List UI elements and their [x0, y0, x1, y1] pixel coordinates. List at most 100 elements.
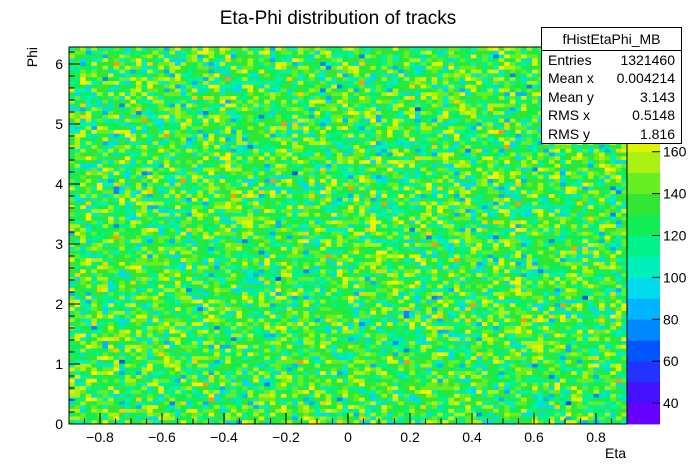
heatmap-cell — [119, 148, 126, 153]
heatmap-cell — [225, 390, 232, 395]
heatmap-cell — [102, 393, 109, 399]
heatmap-cell — [331, 171, 338, 176]
heatmap-cell — [219, 250, 226, 255]
heatmap-cell — [214, 382, 221, 387]
heatmap-cell — [247, 261, 254, 267]
heatmap-cell — [308, 382, 315, 387]
heatmap-cell — [102, 201, 109, 206]
heatmap-cell — [175, 374, 181, 380]
heatmap-cell — [113, 137, 120, 142]
heatmap-cell — [258, 167, 265, 172]
heatmap-cell — [269, 160, 276, 165]
heatmap-cell — [152, 224, 159, 229]
heatmap-cell — [303, 261, 310, 267]
heatmap-cell — [236, 197, 243, 202]
heatmap-cell — [96, 103, 103, 108]
heatmap-cell — [241, 137, 248, 142]
heatmap-cell — [158, 246, 165, 251]
heatmap-cell — [325, 148, 332, 153]
heatmap-cell — [74, 178, 81, 184]
heatmap-cell — [69, 258, 75, 263]
heatmap-cell — [308, 224, 315, 229]
heatmap-cell — [113, 111, 120, 116]
heatmap-cell — [180, 152, 187, 157]
heatmap-cell — [169, 307, 176, 312]
heatmap-cell — [85, 96, 92, 101]
heatmap-cell — [130, 205, 137, 210]
heatmap-cell — [214, 412, 221, 417]
heatmap-cell — [141, 416, 148, 421]
heatmap-cell — [214, 62, 221, 67]
heatmap-cell — [219, 401, 226, 406]
heatmap-cell — [247, 348, 254, 353]
heatmap-cell — [163, 280, 170, 285]
heatmap-cell — [308, 182, 315, 187]
heatmap-cell — [113, 371, 120, 376]
heatmap-cell — [219, 73, 226, 78]
heatmap-cell — [336, 58, 343, 63]
heatmap-cell — [152, 205, 159, 210]
heatmap-cell — [225, 118, 232, 123]
heatmap-cell — [258, 374, 265, 380]
heatmap-cell — [197, 129, 204, 135]
heatmap-cell — [314, 65, 321, 71]
heatmap-cell — [247, 382, 254, 387]
heatmap-cell — [119, 371, 126, 376]
heatmap-cell — [314, 163, 321, 169]
heatmap-cell — [152, 310, 159, 316]
heatmap-cell — [264, 47, 271, 52]
heatmap-cell — [163, 209, 170, 214]
heatmap-cell — [130, 359, 137, 365]
heatmap-cell — [241, 284, 248, 289]
heatmap-cell — [158, 50, 165, 55]
heatmap-cell — [186, 378, 193, 383]
heatmap-cell — [152, 156, 159, 161]
heatmap-cell — [141, 99, 148, 104]
heatmap-cell — [202, 273, 209, 278]
heatmap-cell — [108, 303, 115, 308]
heatmap-cell — [292, 175, 299, 180]
heatmap-cell — [297, 344, 304, 349]
heatmap-cell — [74, 341, 81, 346]
heatmap-cell — [113, 276, 120, 282]
heatmap-cell — [163, 386, 170, 391]
heatmap-cell — [308, 416, 315, 421]
heatmap-cell — [130, 356, 137, 361]
heatmap-cell — [297, 269, 304, 274]
heatmap-cell — [336, 129, 343, 135]
heatmap-cell — [297, 190, 304, 195]
heatmap-cell — [74, 329, 81, 334]
heatmap-cell — [314, 58, 321, 63]
heatmap-cell — [303, 416, 310, 421]
heatmap-cell — [325, 62, 332, 67]
heatmap-cell — [130, 99, 137, 104]
heatmap-cell — [113, 141, 120, 146]
heatmap-cell — [191, 80, 198, 86]
heatmap-cell — [286, 178, 293, 184]
heatmap-cell — [286, 397, 293, 402]
heatmap-cell — [124, 99, 131, 104]
heatmap-cell — [102, 325, 109, 331]
heatmap-cell — [258, 175, 265, 180]
heatmap-cell — [331, 182, 338, 187]
heatmap-cell — [175, 284, 181, 289]
heatmap-cell — [247, 182, 254, 187]
heatmap-cell — [163, 227, 170, 233]
heatmap-cell — [141, 201, 148, 206]
heatmap-cell — [236, 250, 243, 255]
heatmap-cell — [80, 243, 87, 248]
heatmap-cell — [297, 420, 304, 425]
heatmap-cell — [135, 65, 142, 71]
heatmap-cell — [175, 114, 181, 120]
heatmap-cell — [269, 186, 276, 191]
heatmap-cell — [147, 359, 154, 365]
heatmap-cell — [113, 265, 120, 270]
heatmap-cell — [342, 408, 349, 414]
heatmap-cell — [320, 103, 327, 108]
heatmap-cell — [292, 152, 299, 157]
heatmap-cell — [180, 194, 187, 199]
heatmap-cell — [342, 126, 349, 131]
heatmap-cell — [180, 190, 187, 195]
heatmap-cell — [130, 258, 137, 263]
heatmap-cell — [308, 280, 315, 285]
